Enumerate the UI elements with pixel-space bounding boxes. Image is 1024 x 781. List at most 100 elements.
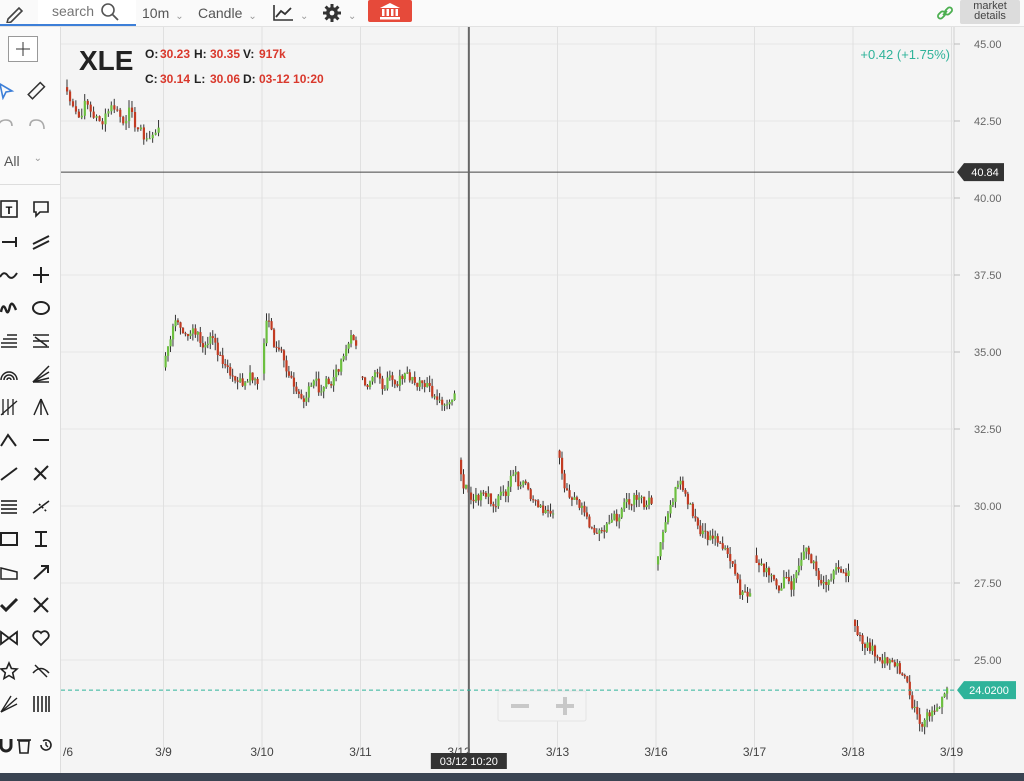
candle-up (797, 565, 800, 573)
wave-tool[interactable] (0, 264, 21, 286)
candle-up (347, 343, 350, 349)
candle-up (913, 706, 916, 708)
candle-up (835, 567, 838, 571)
candle-down (643, 496, 646, 508)
candle-down (916, 706, 919, 715)
candle-up (620, 508, 623, 518)
arrow-ray-icon (32, 500, 50, 514)
fib-fan-tool[interactable] (29, 363, 53, 385)
candle-down (820, 579, 823, 584)
close-value: 30.14 (160, 72, 190, 86)
eye-slash-icon (32, 664, 50, 678)
trend-line-tool[interactable] (0, 462, 21, 484)
search-input[interactable] (50, 2, 114, 20)
link-button[interactable] (936, 0, 954, 26)
chart-style-dropdown[interactable]: Candle ⌄ (198, 0, 257, 26)
candle-down (142, 127, 145, 140)
ohlc-readout: O: 30.23 H: 30.35 V: 917k C: 30.14 L: 30… (145, 47, 324, 86)
market-details-button[interactable]: market details (960, 0, 1020, 24)
candle-down (416, 382, 419, 387)
candle-down (719, 542, 722, 544)
cross-tool[interactable] (29, 264, 53, 286)
zigzag-tool[interactable] (0, 429, 21, 451)
candle-up (666, 513, 670, 523)
ruler-tool-button[interactable] (24, 80, 48, 102)
candle-down (524, 481, 527, 484)
redo-button[interactable] (26, 113, 50, 135)
candle-down (542, 505, 545, 514)
candle-down (810, 554, 813, 564)
candle-down (361, 376, 364, 378)
measure-tool[interactable] (29, 462, 53, 484)
speed-lines-icon (0, 695, 18, 713)
candle-down (696, 518, 699, 526)
candle-down (787, 577, 791, 582)
horizontal-line-tool[interactable] (29, 429, 53, 451)
price-range-tool[interactable] (0, 561, 21, 583)
tool-filter-dropdown[interactable]: All ⌄ (4, 153, 42, 169)
heart-tool[interactable] (29, 627, 53, 649)
reset-button[interactable] (34, 734, 58, 756)
settings-dropdown[interactable]: ⌄ (322, 0, 356, 26)
callout-tool[interactable] (29, 198, 53, 220)
indicators-dropdown[interactable]: ⌄ (272, 0, 308, 26)
pitchfork-tool[interactable] (29, 396, 53, 418)
candle-up (701, 530, 704, 535)
horizontal-ray-tool[interactable] (0, 495, 21, 517)
fib-extension-tool[interactable] (29, 330, 53, 352)
candle-down (911, 695, 914, 708)
pencil-icon (6, 6, 24, 23)
institution-button[interactable] (368, 0, 412, 22)
delete-drawings-button[interactable] (12, 734, 36, 756)
candle-up (80, 115, 83, 118)
crosshair-tool-button[interactable] (8, 36, 38, 62)
candle-up (936, 707, 939, 712)
candle-down (113, 105, 116, 110)
candle-up (406, 372, 409, 374)
magnet-button[interactable] (0, 734, 18, 756)
draw-pencil-button[interactable] (4, 0, 26, 26)
candle-up (345, 348, 348, 357)
parallel-channel-tool[interactable] (29, 231, 53, 253)
candle-down (906, 676, 909, 682)
cycle-lines-tool[interactable] (29, 693, 53, 715)
hidden-tool[interactable] (29, 660, 53, 682)
candle-down (691, 503, 695, 517)
rectangle-tool[interactable] (0, 528, 21, 550)
fib-arcs-tool[interactable] (0, 363, 21, 385)
horizontal-segment-tool[interactable] (0, 231, 21, 253)
zoom-in-button[interactable] (556, 697, 574, 715)
candle-down (578, 499, 581, 508)
interval-dropdown[interactable]: 10m ⌄ (142, 0, 184, 26)
arrow-ray-tool[interactable] (29, 495, 53, 517)
speed-lines-tool[interactable] (0, 693, 21, 715)
candle-up (645, 504, 648, 508)
undo-button[interactable] (0, 113, 16, 135)
price-chart[interactable]: 45.00 42.50 40.00 37.50 35.00 32.50 30.00 27.50… (61, 27, 1024, 773)
arrow-tool[interactable] (29, 561, 53, 583)
ellipse-tool[interactable] (29, 297, 53, 319)
candle-down (92, 111, 95, 118)
x-mark-tool[interactable] (29, 594, 53, 616)
search-box[interactable] (38, 0, 136, 26)
candle-up (249, 372, 252, 382)
candle-down (593, 527, 596, 533)
market-details-line2: details (974, 10, 1006, 22)
fib-retracement-tool[interactable] (0, 330, 21, 352)
check-mark-tool[interactable] (0, 594, 21, 616)
candle-up (305, 397, 308, 402)
candle-down (408, 372, 411, 381)
star-tool[interactable] (0, 660, 21, 682)
text-tool[interactable]: T (0, 198, 21, 220)
gann-box-tool[interactable] (0, 396, 21, 418)
cursor-tool-button[interactable] (0, 80, 18, 102)
bowtie-tool[interactable] (0, 627, 21, 649)
candle-down (184, 333, 187, 335)
cursor-arrow-icon (0, 83, 15, 100)
date-range-tool[interactable] (29, 528, 53, 550)
candle-up (827, 580, 830, 585)
candle-up (95, 116, 98, 118)
search-icon[interactable] (100, 2, 120, 22)
brush-tool[interactable] (0, 297, 21, 319)
speech-bubble-icon (33, 201, 49, 218)
